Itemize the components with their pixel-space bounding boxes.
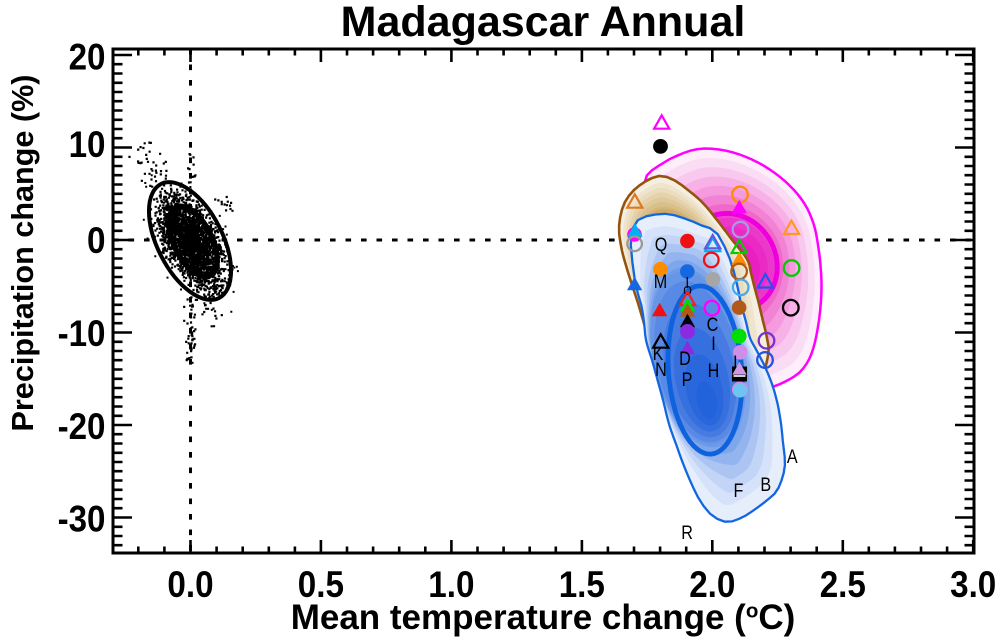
svg-text:-20: -20 xyxy=(58,405,106,447)
svg-text:2.5: 2.5 xyxy=(820,563,866,605)
svg-text:0: 0 xyxy=(87,219,106,261)
svg-text:0.5: 0.5 xyxy=(298,563,344,605)
svg-text:Precipitation change (%): Precipitation change (%) xyxy=(5,75,40,432)
svg-text:10: 10 xyxy=(69,123,106,165)
svg-text:N: N xyxy=(655,359,667,381)
svg-text:Madagascar Annual: Madagascar Annual xyxy=(341,0,746,46)
svg-text:A: A xyxy=(787,446,798,468)
svg-text:Mean temperature change (oC): Mean temperature change (oC) xyxy=(291,598,796,637)
svg-text:2.0: 2.0 xyxy=(689,563,735,605)
svg-text:0.0: 0.0 xyxy=(167,563,213,605)
svg-text:B: B xyxy=(760,474,771,496)
svg-text:1.0: 1.0 xyxy=(428,563,474,605)
svg-text:1.5: 1.5 xyxy=(559,563,605,605)
svg-text:M: M xyxy=(654,271,667,293)
svg-text:20: 20 xyxy=(69,36,106,78)
svg-text:I: I xyxy=(685,275,689,292)
svg-text:3.0: 3.0 xyxy=(950,563,996,605)
svg-text:R: R xyxy=(681,522,693,544)
svg-text:Q: Q xyxy=(655,234,668,256)
svg-text:C: C xyxy=(707,314,719,336)
svg-text:-30: -30 xyxy=(58,498,106,540)
svg-text:P: P xyxy=(682,369,693,391)
svg-text:L: L xyxy=(733,352,742,374)
svg-text:K: K xyxy=(653,343,664,365)
svg-text:I: I xyxy=(711,333,715,355)
svg-text:D: D xyxy=(679,348,691,370)
svg-text:-10: -10 xyxy=(58,312,106,354)
svg-text:F: F xyxy=(733,480,743,502)
svg-text:H: H xyxy=(708,360,720,382)
